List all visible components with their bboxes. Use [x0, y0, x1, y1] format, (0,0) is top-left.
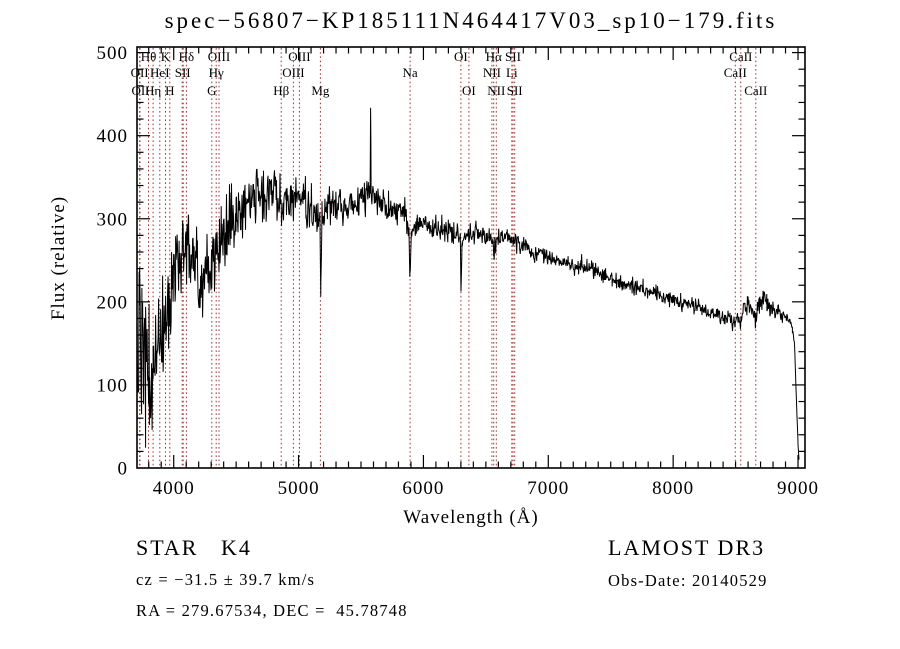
x-tick-label: 6000: [402, 478, 444, 499]
line-label: OI: [454, 49, 468, 64]
y-tick-label: 100: [97, 375, 129, 396]
line-label: NII: [483, 65, 501, 80]
y-tick-label: 200: [97, 292, 129, 313]
spectrum-trace: [136, 107, 800, 460]
y-tick-label: 500: [97, 43, 129, 64]
plot-frame: [136, 46, 806, 469]
y-tick-label: 300: [97, 209, 129, 230]
line-label: CaII: [729, 49, 752, 64]
x-tick-label: 9000: [777, 478, 819, 499]
line-label: OI: [462, 83, 476, 98]
line-label: Hδ: [179, 49, 195, 64]
obs-date: Obs-Date: 20140529: [608, 571, 768, 590]
line-label: CaII: [724, 65, 747, 80]
line-label: CaII: [744, 83, 767, 98]
plot-title: spec−56807−KP185111N464417V03_sp10−179.f…: [164, 8, 778, 33]
x-axis-title: Wavelength (Å): [403, 507, 538, 528]
x-tick-label: 4000: [153, 478, 195, 499]
line-label: SII: [175, 65, 191, 80]
line-label: OIII: [208, 49, 230, 64]
line-label: OII: [131, 83, 149, 98]
ra-dec-value: RA = 279.67534, DEC = 45.78748: [136, 601, 408, 620]
object-class-label: STAR K4: [136, 535, 252, 560]
y-axis-title: Flux (relative): [48, 196, 69, 320]
line-label: Hγ: [209, 65, 224, 80]
line-label: SII: [507, 83, 523, 98]
cz-value: cz = −31.5 ± 39.7 km/s: [136, 570, 316, 589]
line-label: Li: [506, 65, 518, 80]
survey-label: LAMOST DR3: [608, 535, 766, 560]
x-tick-label: 8000: [652, 478, 694, 499]
line-label: NII: [487, 83, 505, 98]
axis-ticks: [137, 47, 805, 468]
plot-frame-group: [136, 46, 806, 469]
x-tick-label: 5000: [278, 478, 320, 499]
spectrum-trace-group: [136, 107, 800, 460]
axis-titles: Wavelength (Å) Flux (relative): [48, 196, 538, 528]
spectral-line-markers: [139, 48, 757, 468]
line-label: Hβ: [273, 83, 289, 98]
line-label: Hη: [145, 83, 161, 98]
line-label: OII: [131, 65, 149, 80]
line-label: H: [165, 83, 174, 98]
line-label: HeI: [150, 65, 170, 80]
line-label: Mg: [311, 83, 330, 98]
line-label: G: [207, 83, 216, 98]
x-tick-labels: 4000 5000 6000 7000 8000 9000: [153, 478, 819, 499]
line-label: K: [161, 49, 171, 64]
line-label: Hα: [486, 49, 502, 64]
line-label: OIII: [282, 65, 304, 80]
line-label: OIII: [288, 49, 310, 64]
y-tick-labels: 0 100 200 300 400 500: [97, 43, 129, 480]
line-label: SII: [505, 49, 521, 64]
y-tick-label: 400: [97, 126, 129, 147]
y-tick-label: 0: [118, 459, 129, 480]
line-label: Na: [403, 65, 418, 80]
x-tick-label: 7000: [527, 478, 569, 499]
